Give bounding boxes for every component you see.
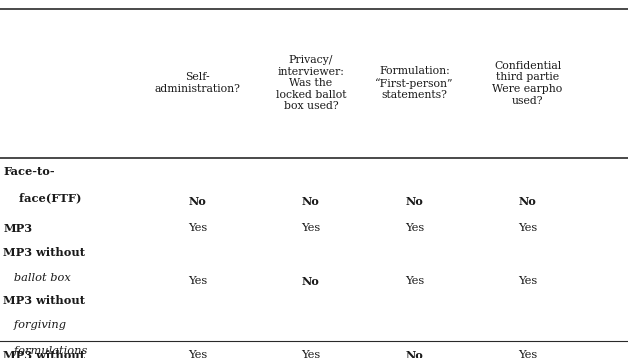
Text: MP3: MP3 — [3, 223, 32, 234]
Text: Yes: Yes — [405, 223, 424, 233]
Text: Yes: Yes — [518, 350, 537, 358]
Text: MP3 without: MP3 without — [3, 295, 85, 306]
Text: MP3 without: MP3 without — [3, 350, 85, 358]
Text: No: No — [189, 196, 207, 207]
Text: Formulation:
“First-person”
statements?: Formulation: “First-person” statements? — [376, 66, 453, 100]
Text: Yes: Yes — [518, 223, 537, 233]
Text: Self-
administration?: Self- administration? — [155, 72, 241, 94]
Text: Confidential
third partie
Were earpho
used?: Confidential third partie Were earpho us… — [492, 61, 563, 106]
Text: formulations: formulations — [3, 346, 87, 356]
Text: Yes: Yes — [301, 350, 320, 358]
Text: Privacy/
interviewer:
Was the
locked ballot
box used?: Privacy/ interviewer: Was the locked bal… — [276, 55, 346, 111]
Text: Yes: Yes — [188, 276, 207, 286]
Text: Yes: Yes — [188, 223, 207, 233]
Text: Yes: Yes — [188, 350, 207, 358]
Text: No: No — [406, 350, 423, 358]
Text: forgiving: forgiving — [3, 320, 66, 330]
Text: No: No — [406, 196, 423, 207]
Text: ballot box: ballot box — [3, 273, 71, 283]
Text: No: No — [302, 276, 320, 287]
Text: Face-to-: Face-to- — [3, 166, 55, 178]
Text: Yes: Yes — [301, 223, 320, 233]
Text: No: No — [519, 196, 536, 207]
Text: No: No — [302, 196, 320, 207]
Text: face(FTF): face(FTF) — [3, 192, 82, 203]
Text: Yes: Yes — [518, 276, 537, 286]
Text: Yes: Yes — [405, 276, 424, 286]
Text: MP3 without: MP3 without — [3, 247, 85, 258]
